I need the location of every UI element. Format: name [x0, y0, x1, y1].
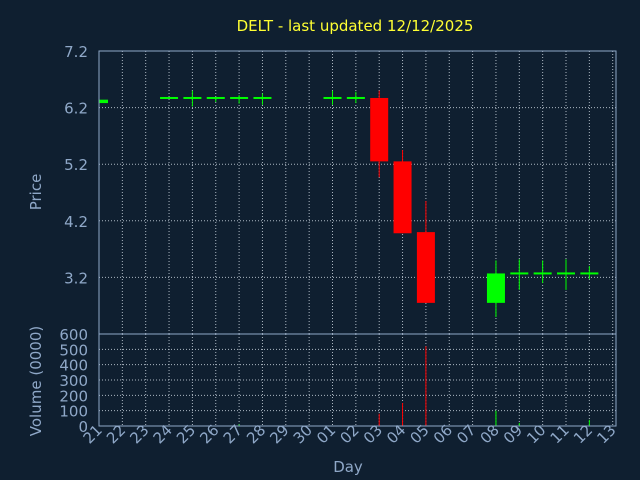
- volume-y-tick-label: 100: [59, 403, 88, 421]
- candle: [253, 93, 272, 105]
- price-axis-label: Price: [27, 174, 45, 211]
- candle: [533, 260, 552, 284]
- price-y-tick-label: 6.2: [64, 100, 88, 118]
- candle-body: [557, 272, 575, 275]
- candle-body: [510, 272, 529, 275]
- candle: [183, 90, 202, 107]
- volume-y-tick-label: 400: [59, 357, 88, 375]
- plot-frames: [98, 50, 617, 427]
- candle-body: [230, 96, 249, 99]
- candle: [486, 260, 505, 318]
- candle: [230, 95, 249, 104]
- candle-body: [486, 273, 505, 303]
- candle-body: [580, 272, 599, 275]
- volume-y-tick-label: 600: [59, 326, 88, 344]
- candle-body: [370, 97, 389, 162]
- candle: [206, 96, 225, 102]
- candles: [98, 90, 599, 318]
- candle-body: [323, 96, 342, 99]
- candle-body: [416, 232, 435, 303]
- price-y-tick-label: 7.2: [64, 43, 88, 61]
- candle: [416, 200, 435, 303]
- candle: [323, 90, 342, 105]
- candle-body: [206, 96, 225, 99]
- volume-y-tick-label: 300: [59, 372, 88, 390]
- volume-bars: [238, 346, 590, 426]
- volume-y-tick-label: 200: [59, 387, 88, 405]
- price-y-tick-labels: 7.2 6.2 5.2 4.2 3.2: [64, 43, 88, 287]
- candle-body: [183, 96, 202, 99]
- candle-body: [393, 161, 412, 234]
- candle: [393, 150, 412, 234]
- x-tick-labels: 2122232425262728293001020304050607080910…: [80, 421, 620, 447]
- candle: [160, 96, 179, 99]
- candle: [98, 99, 108, 104]
- candle: [510, 259, 529, 290]
- volume-panel-frame: [98, 333, 617, 427]
- candle: [346, 91, 365, 104]
- price-y-tick-label: 3.2: [64, 269, 88, 287]
- candle-body: [533, 272, 552, 275]
- volume-y-tick-label: 0: [78, 418, 88, 436]
- volume-y-tick-label: 500: [59, 341, 88, 359]
- price-y-tick-label: 5.2: [64, 156, 88, 174]
- candle: [580, 266, 599, 280]
- x-axis-label: Day: [333, 458, 363, 476]
- candle-body: [99, 99, 108, 104]
- candle-body: [253, 96, 272, 99]
- candle-body: [160, 96, 179, 99]
- volume-axis-label: Volume (0000): [27, 326, 45, 436]
- candle: [370, 90, 389, 178]
- price-y-tick-label: 4.2: [64, 213, 88, 231]
- candle-body: [346, 96, 365, 99]
- candle: [557, 259, 575, 290]
- chart-title: DELT - last updated 12/12/2025: [237, 17, 474, 35]
